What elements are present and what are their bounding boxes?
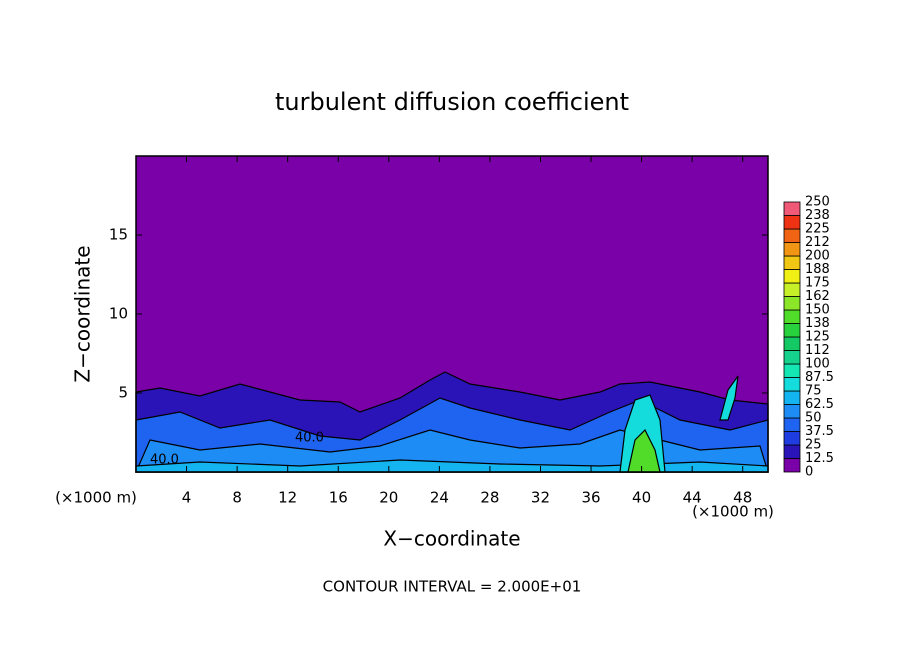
x-tick-label: 24 (430, 489, 449, 507)
x-unit: (×1000 m) (55, 489, 137, 507)
colorbar-label: 188 (805, 262, 830, 277)
x-tick-label: 16 (329, 489, 348, 507)
colorbar-swatch (783, 363, 801, 378)
colorbar-label: 62.5 (805, 397, 834, 412)
x-tick-label: 40 (632, 489, 651, 507)
colorbar-label: 12.5 (805, 451, 834, 466)
x-tick-label: 32 (531, 489, 550, 507)
colorbar-swatch (783, 309, 801, 324)
colorbar-label: 75 (805, 384, 822, 399)
colorbar-swatch (783, 350, 801, 365)
colorbar-swatch (783, 431, 801, 446)
colorbar-label: 0 (805, 465, 813, 480)
colorbar-label: 150 (805, 303, 830, 318)
x-tick-label: 12 (278, 489, 297, 507)
colorbar-swatch (783, 404, 801, 419)
y-axis-label: Z−coordinate (71, 245, 95, 382)
y-tick-label: 10 (109, 305, 128, 323)
colorbar-swatch (783, 242, 801, 257)
colorbar-label: 250 (805, 195, 830, 210)
colorbar-swatch (783, 336, 801, 351)
y-tick-label: 15 (109, 226, 128, 244)
contour-label: 40.0 (150, 453, 179, 468)
colorbar-label: 125 (805, 330, 830, 345)
colorbar-swatch (783, 255, 801, 270)
x-tick-label: 8 (232, 489, 242, 507)
colorbar-label: 238 (805, 208, 830, 223)
colorbar-swatch (783, 296, 801, 311)
colorbar-swatch (783, 215, 801, 230)
colorbar-label: 37.5 (805, 424, 834, 439)
colorbar-label: 25 (805, 438, 822, 453)
colorbar-label: 175 (805, 276, 830, 291)
x-tick-label: 44 (683, 489, 702, 507)
colorbar-swatch (783, 228, 801, 243)
x-unit: (×1000 m) (692, 503, 774, 521)
x-axis-label: X−coordinate (383, 527, 520, 551)
chart-title: turbulent diffusion coefficient (275, 88, 629, 116)
colorbar-label: 162 (805, 289, 830, 304)
x-tick-label: 20 (379, 489, 398, 507)
colorbar-swatch (783, 323, 801, 338)
field (135, 371, 769, 473)
y-tick-label: 5 (118, 384, 128, 402)
colorbar-swatch (783, 282, 801, 297)
footer: CONTOUR INTERVAL = 2.000E+01 (323, 578, 582, 596)
colorbar-label: 87.5 (805, 370, 834, 385)
contour-label: 40.0 (295, 431, 324, 446)
colorbar-swatch (783, 201, 801, 216)
colorbar-swatch (783, 458, 801, 473)
colorbar-swatch (783, 444, 801, 459)
x-tick-label: 4 (182, 489, 192, 507)
colorbar-label: 138 (805, 316, 830, 331)
colorbar-swatch (783, 377, 801, 392)
colorbar-label: 50 (805, 411, 822, 426)
colorbar-swatch (783, 269, 801, 284)
colorbar-label: 100 (805, 357, 830, 372)
x-tick-label: 36 (581, 489, 600, 507)
x-tick-label: 28 (480, 489, 499, 507)
colorbar-label: 225 (805, 222, 830, 237)
colorbar-swatch (783, 417, 801, 432)
colorbar-label: 212 (805, 235, 830, 250)
colorbar-swatch (783, 390, 801, 405)
colorbar-label: 112 (805, 343, 830, 358)
x-tick-label: 48 (733, 489, 752, 507)
colorbar-label: 200 (805, 249, 830, 264)
